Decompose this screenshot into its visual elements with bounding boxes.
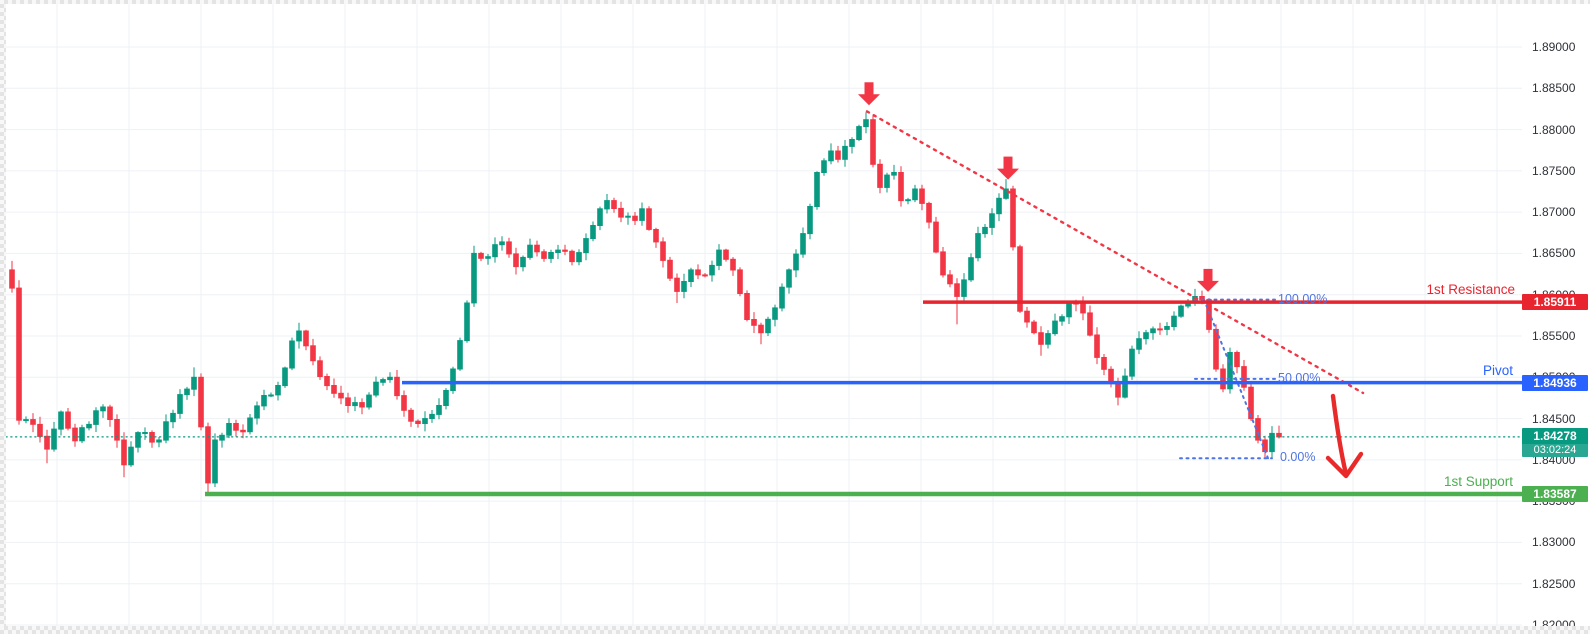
price-tick: 1.84500 [1532,411,1576,426]
last-price-value: 1.84278 [1533,428,1577,443]
price-axis[interactable]: 1.85911 1.84936 1.84278 03:02:24 1.83587… [1522,0,1590,634]
price-tick: 1.88000 [1532,122,1576,137]
price-tick: 1.87500 [1532,163,1576,178]
price-tick: 1.82500 [1532,576,1576,591]
transparent-border-bottom [0,626,1590,634]
price-tick: 1.85500 [1532,329,1576,343]
fib-0-label: 0.00% [1280,450,1316,465]
fib-50-label: 50.00% [1278,370,1321,385]
fib-100-label: 100.00% [1278,291,1328,306]
resistance-price-badge: 1.85911 [1522,294,1588,311]
last-price-badge: 1.84278 03:02:24 [1522,427,1588,457]
support-price-badge: 1.83587 [1522,485,1588,502]
support-label: 1st Support [1443,473,1513,489]
resistance-label: 1st Resistance [1426,282,1515,298]
price-tick: 1.89000 [1532,40,1576,54]
price-tick: 1.87000 [1532,205,1576,220]
pivot-label: Pivot [1482,362,1513,378]
price-tick: 1.83000 [1532,535,1576,550]
pivot-price-badge: 1.84936 [1522,374,1588,391]
price-tick: 1.86500 [1532,246,1576,261]
transparent-border-left [0,0,6,634]
transparent-border-top [0,0,1590,4]
price-tick: 1.88500 [1532,81,1576,96]
countdown-timer: 03:02:24 [1522,443,1588,457]
